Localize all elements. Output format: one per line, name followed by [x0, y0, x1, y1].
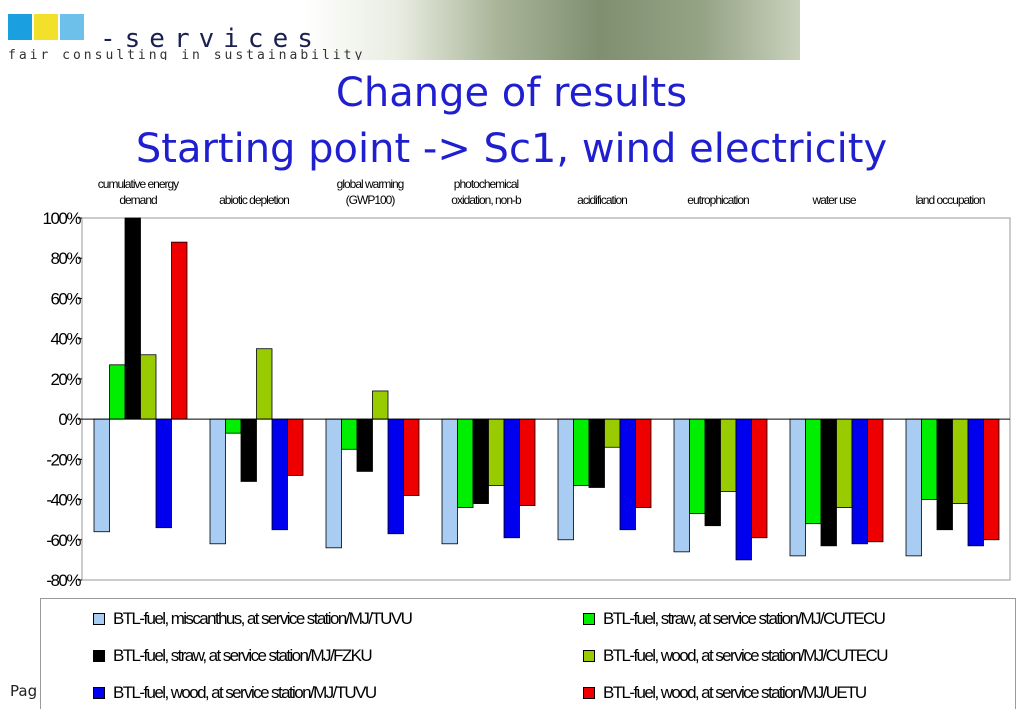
y-tick-label: -20%: [46, 450, 81, 469]
y-tick-label: -40%: [46, 491, 81, 510]
category-label: water use: [811, 193, 856, 207]
bar: [171, 241, 188, 420]
bar: [735, 418, 752, 561]
category-label: abiotic depletion: [219, 193, 289, 207]
legend-swatch: [583, 650, 595, 662]
bar: [341, 418, 358, 450]
bar: [573, 418, 590, 486]
chart-legend: BTL-fuel, miscanthus, at service station…: [40, 598, 1016, 709]
legend-swatch: [93, 650, 105, 662]
bar: [983, 418, 1000, 541]
bar: [820, 418, 837, 547]
category-label: acidification: [577, 193, 627, 207]
logo-square-2: [34, 14, 58, 40]
legend-item: BTL-fuel, straw, at service station/MJ/F…: [93, 646, 373, 666]
category-label: demand: [119, 193, 157, 207]
plot-area: [81, 217, 1011, 581]
header-banner: [0, 0, 800, 60]
slide-title-line1: Change of results: [335, 70, 688, 116]
bar: [256, 348, 273, 420]
bar: [287, 418, 304, 476]
bar: [905, 418, 922, 557]
bar: [109, 364, 126, 420]
bar: [124, 217, 141, 420]
y-tick-label: 80%: [50, 249, 81, 268]
y-tick-label: 0%: [58, 410, 81, 429]
bar: [519, 418, 536, 506]
bar: [588, 418, 605, 488]
legend-swatch: [583, 613, 595, 625]
logo-square-1: [8, 14, 32, 40]
bar: [93, 418, 110, 533]
bar: [155, 418, 172, 529]
bar: [836, 418, 853, 509]
category-label: global warming: [337, 177, 404, 191]
bar: [751, 418, 768, 539]
legend-item: BTL-fuel, wood, at service station/MJ/TU…: [93, 683, 377, 703]
bar: [936, 418, 953, 531]
category-label: (GWP100): [346, 193, 396, 207]
legend-label: BTL-fuel, wood, at service station/MJ/TU…: [113, 683, 377, 702]
category-label: photochemical: [454, 177, 519, 191]
bar: [704, 418, 721, 527]
legend-swatch: [583, 687, 595, 699]
page-label: Pag: [10, 682, 38, 700]
bar: [457, 418, 474, 509]
y-tick-label: 20%: [50, 370, 81, 389]
slide-title-line2: Starting point -> Sc1, wind electricity: [135, 126, 888, 172]
category-label: cumulative energy: [98, 177, 179, 191]
legend-swatch: [93, 687, 105, 699]
legend-label: BTL-fuel, wood, at service station/MJ/UE…: [603, 683, 867, 702]
bar: [557, 418, 574, 541]
bar: [921, 418, 938, 500]
logo-tagline: fair consulting in sustainability: [8, 48, 366, 60]
bar: [271, 418, 288, 531]
legend-item: BTL-fuel, straw, at service station/MJ/C…: [583, 609, 886, 629]
legend-label: BTL-fuel, straw, at service station/MJ/C…: [603, 609, 886, 628]
bar: [967, 418, 984, 547]
bar: [441, 418, 458, 545]
category-label: eutrophication: [687, 193, 749, 207]
bar: [604, 418, 621, 448]
bar: [140, 354, 157, 420]
y-tick-label: -80%: [46, 571, 81, 590]
bar: [673, 418, 690, 553]
bar: [387, 418, 404, 535]
bar: [240, 418, 257, 482]
bar: [372, 390, 389, 420]
category-label: land occupation: [915, 193, 984, 207]
bar: [403, 418, 420, 496]
bar: [867, 418, 884, 543]
bar: [720, 418, 737, 492]
category-label: oxidation, non-b: [451, 193, 522, 207]
bar: [488, 418, 505, 486]
legend-item: BTL-fuel, miscanthus, at service station…: [93, 609, 413, 629]
legend-item: BTL-fuel, wood, at service station/MJ/CU…: [583, 646, 888, 666]
logo-square-3: [60, 14, 84, 40]
bar: [619, 418, 636, 531]
bar: [689, 418, 706, 515]
bar: [503, 418, 520, 539]
logo-text: -services: [100, 24, 322, 54]
bar: [325, 418, 342, 549]
bar: [851, 418, 868, 545]
bar-chart: 100% 80% 60% 40% 20% 0% -20% -40% -60% -80% cumula…: [43, 177, 1011, 590]
legend-label: BTL-fuel, miscanthus, at service station…: [113, 609, 413, 628]
legend-label: BTL-fuel, wood, at service station/MJ/CU…: [603, 646, 888, 665]
y-tick-label: 100%: [43, 209, 82, 228]
bar: [472, 418, 489, 504]
bar: [952, 418, 969, 504]
legend-label: BTL-fuel, straw, at service station/MJ/F…: [113, 646, 373, 665]
bar: [356, 418, 373, 472]
legend-item: BTL-fuel, wood, at service station/MJ/UE…: [583, 683, 867, 703]
y-tick-label: -60%: [46, 531, 81, 550]
bar: [635, 418, 652, 509]
bar: [209, 418, 226, 545]
bar: [805, 418, 822, 525]
y-tick-label: 40%: [50, 330, 81, 349]
y-tick-label: 60%: [50, 289, 81, 308]
legend-swatch: [93, 613, 105, 625]
bar: [225, 418, 242, 434]
bar: [789, 418, 806, 557]
